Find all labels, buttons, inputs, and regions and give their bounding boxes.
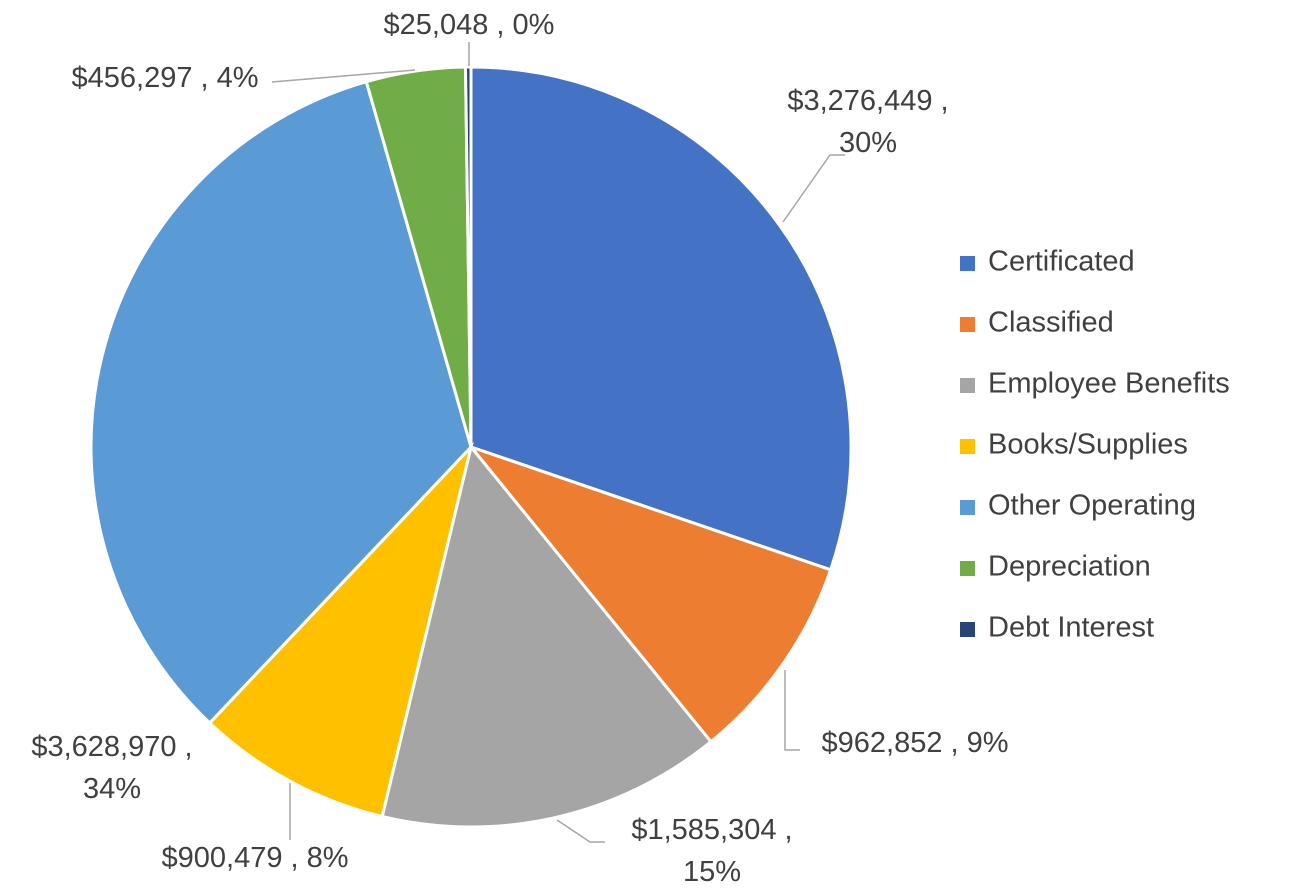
legend-label: Employee Benefits bbox=[988, 368, 1230, 400]
data-label: $3,628,970 , 34% bbox=[31, 731, 193, 805]
legend-label: Debt Interest bbox=[988, 612, 1154, 644]
data-label: $3,276,449 , 30% bbox=[787, 85, 949, 159]
legend-swatch bbox=[960, 622, 975, 637]
pie-slice bbox=[463, 65, 473, 448]
pie-slice bbox=[466, 443, 833, 744]
pie-slice bbox=[207, 441, 474, 819]
legend-swatch bbox=[960, 500, 975, 515]
leader-lines bbox=[271, 42, 845, 843]
pie-slice bbox=[89, 79, 473, 726]
leader-line bbox=[782, 154, 845, 223]
legend: Certificated Classified Employee Benefits B… bbox=[960, 246, 1230, 644]
pie-slice bbox=[380, 443, 714, 829]
data-label: $25,048 , 0% bbox=[383, 9, 555, 41]
data-label: $1,585,304 , 15% bbox=[631, 814, 793, 888]
data-label: $900,479 , 8% bbox=[161, 842, 349, 874]
slices bbox=[89, 65, 853, 829]
legend-label: Classified bbox=[988, 307, 1114, 339]
leader-line bbox=[556, 819, 605, 843]
legend-swatch bbox=[960, 378, 975, 393]
legend-swatch bbox=[960, 256, 975, 271]
legend-swatch bbox=[960, 561, 975, 576]
legend-swatch bbox=[960, 317, 975, 332]
data-label: $962,852 , 9% bbox=[821, 727, 1009, 759]
legend-label: Books/Supplies bbox=[988, 429, 1188, 461]
legend-label: Certificated bbox=[988, 246, 1135, 278]
pie-slice bbox=[469, 65, 853, 572]
leader-line bbox=[271, 69, 416, 83]
legend-label: Depreciation bbox=[988, 551, 1151, 583]
data-label: $456,297 , 4% bbox=[71, 62, 259, 94]
legend-label: Other Operating bbox=[988, 490, 1196, 522]
leader-line bbox=[784, 670, 800, 751]
legend-swatch bbox=[960, 439, 975, 454]
